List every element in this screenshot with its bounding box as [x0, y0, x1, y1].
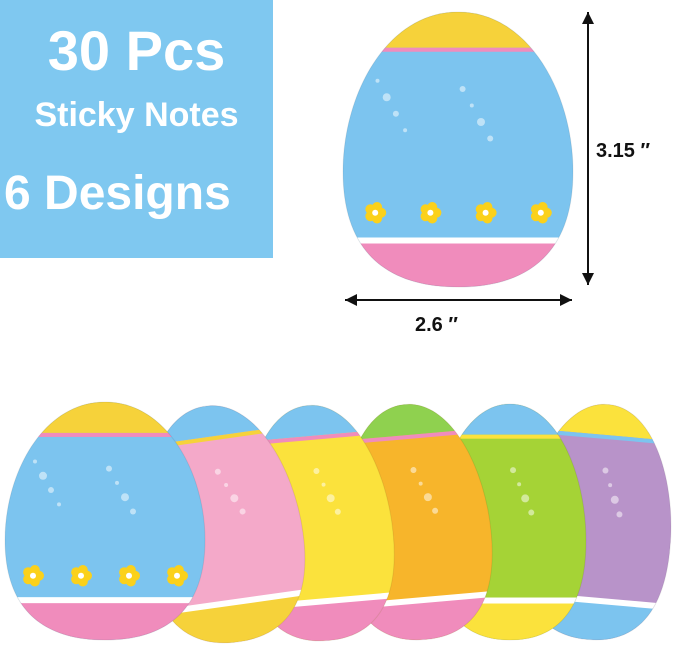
arrowhead-icon: [582, 273, 594, 285]
flower-petal: [482, 202, 493, 213]
egg-bottom-stripe: [5, 597, 205, 604]
product-label: Sticky Notes: [34, 96, 239, 134]
arrowhead-icon: [560, 294, 572, 306]
flower-petal: [537, 202, 548, 213]
egg-bottom-stripe: [343, 237, 573, 244]
egg-top-stripe: [343, 47, 573, 52]
egg-dot: [487, 135, 494, 142]
flower-center: [174, 572, 180, 579]
egg-dot: [469, 103, 474, 108]
egg-dot: [616, 511, 623, 518]
egg-top-stripe: [5, 432, 205, 437]
egg-dot: [39, 471, 47, 480]
egg-dot: [410, 467, 417, 474]
egg-dot: [510, 467, 517, 474]
flower-petal: [77, 565, 88, 576]
egg-dot: [382, 93, 391, 102]
egg-dot: [334, 508, 341, 515]
width-dimension-label: 2.6 ″: [415, 314, 458, 336]
egg-dot: [33, 459, 37, 464]
egg-top-band: [343, 12, 573, 48]
egg-dot: [230, 494, 239, 503]
egg-dot: [602, 467, 609, 474]
flower-petal: [125, 565, 136, 576]
promo-badge: 30 Pcs Sticky Notes 6 Designs: [0, 0, 273, 258]
egg-dot: [214, 468, 221, 475]
egg-outline: [342, 11, 574, 288]
egg-dot: [375, 78, 380, 83]
egg-dot: [477, 118, 485, 126]
designs-label: 6 Designs: [4, 167, 231, 220]
egg-dot: [459, 86, 466, 92]
flower-center: [30, 572, 36, 579]
egg-dot: [403, 128, 408, 133]
flower-center: [482, 209, 489, 216]
height-dimension-label: 3.15 ″: [596, 140, 651, 162]
egg-dot: [423, 493, 432, 502]
egg-top-stripe: [434, 434, 586, 439]
egg-dot: [106, 465, 112, 472]
egg-dot: [121, 493, 129, 502]
egg-dot: [432, 507, 439, 514]
egg-dot: [57, 502, 61, 507]
flower-center: [537, 209, 544, 216]
flower-petal: [173, 565, 184, 576]
flower-center: [126, 572, 132, 579]
egg-dot: [521, 494, 530, 503]
egg-dot: [528, 509, 535, 516]
egg-dot: [321, 482, 326, 487]
egg-dot: [392, 110, 399, 117]
egg-dot: [48, 487, 54, 494]
egg-dot: [224, 482, 229, 487]
arrowhead-icon: [345, 294, 357, 306]
flower-petal: [372, 202, 383, 213]
egg-dot: [326, 494, 335, 503]
egg-outline: [4, 401, 206, 641]
egg-dot: [130, 508, 136, 515]
flower-center: [78, 572, 84, 579]
flower-petal: [427, 202, 438, 213]
egg-bottom-band: [343, 243, 573, 287]
egg-dot: [517, 482, 522, 487]
flower-center: [372, 209, 379, 216]
egg-dot: [610, 495, 619, 504]
flower-center: [427, 209, 434, 216]
flower-petal: [29, 565, 40, 576]
egg-dot: [313, 468, 320, 475]
egg-dot: [418, 481, 423, 486]
egg-dot: [608, 483, 613, 488]
egg-dot: [239, 508, 246, 515]
egg-bottom-stripe: [434, 597, 586, 604]
quantity-label: 30 Pcs: [47, 19, 226, 82]
arrowhead-icon: [582, 12, 594, 24]
egg-dot: [115, 480, 119, 485]
